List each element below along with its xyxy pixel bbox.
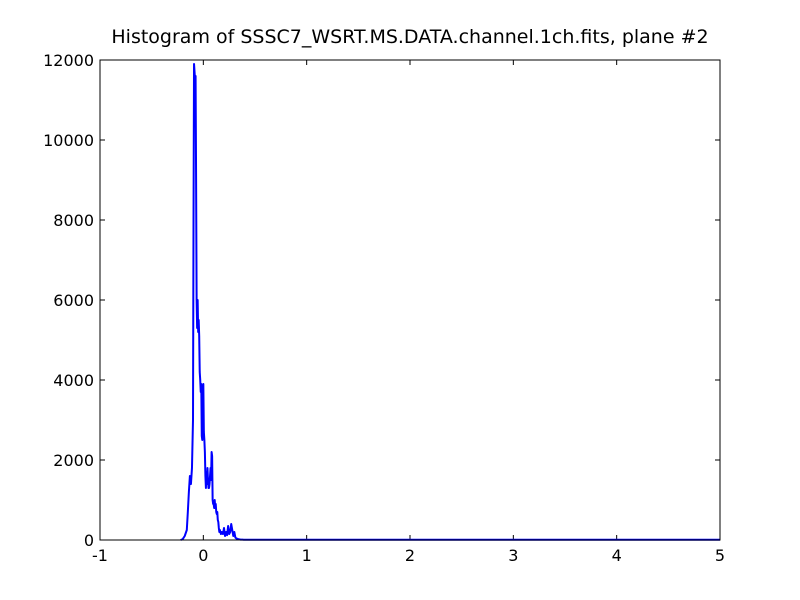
y-tick-label: 10000	[43, 131, 94, 150]
chart-title: Histogram of SSSC7_WSRT.MS.DATA.channel.…	[111, 26, 709, 48]
y-axis-ticks: 0 2000 4000 6000 8000 10000 12000	[43, 51, 720, 550]
x-tick-label: 2	[405, 546, 415, 565]
x-tick-label: 4	[612, 546, 622, 565]
x-tick-label: 0	[198, 546, 208, 565]
series-layer	[180, 63, 720, 541]
x-tick-label: 3	[508, 546, 518, 565]
x-tick-label: -1	[92, 546, 108, 565]
y-tick-label: 8000	[53, 211, 94, 230]
x-tick-label: 5	[715, 546, 725, 565]
y-tick-label: 0	[84, 531, 94, 550]
y-tick-label: 2000	[53, 451, 94, 470]
y-tick-label: 6000	[53, 291, 94, 310]
x-axis-ticks: -1 0 1 2 3 4 5	[92, 60, 725, 565]
x-tick-label: 1	[302, 546, 312, 565]
y-tick-label: 12000	[43, 51, 94, 70]
y-tick-label: 4000	[53, 371, 94, 390]
plot-frame	[99, 59, 721, 541]
series-line-0	[180, 63, 720, 541]
